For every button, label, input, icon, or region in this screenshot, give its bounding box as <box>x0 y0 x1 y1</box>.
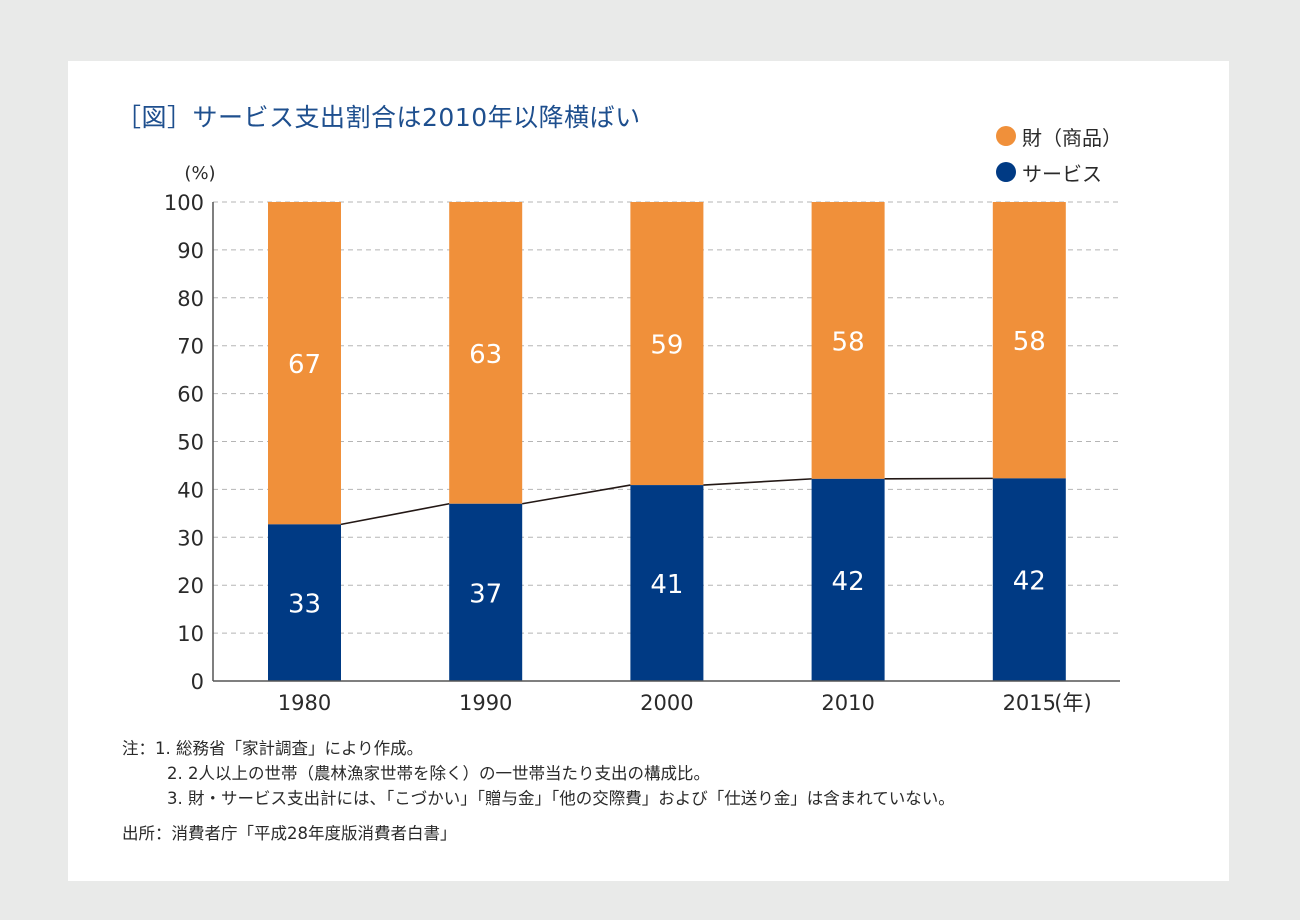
y-tick-label: 50 <box>177 431 204 455</box>
connector-line <box>703 478 812 486</box>
note-1-text: 1. 総務省「家計調査」により作成。 <box>155 739 424 758</box>
y-tick-label: 40 <box>177 478 204 502</box>
y-tick-label: 100 <box>164 191 204 215</box>
bar-services-2000 <box>630 485 704 681</box>
legend-services-swatch-icon <box>996 162 1016 182</box>
data-label-services: 37 <box>469 579 502 609</box>
data-label-goods: 63 <box>469 340 502 370</box>
x-axis-unit-label: (年) <box>1054 691 1091 715</box>
bar-goods-2015 <box>992 202 1066 479</box>
bar-services-1990 <box>449 503 523 681</box>
data-label-goods: 67 <box>288 350 321 380</box>
data-label-services: 33 <box>288 590 321 620</box>
legend-item-services: サービス <box>996 154 1122 190</box>
y-tick-label: 70 <box>177 335 204 359</box>
data-label-goods: 58 <box>1013 327 1046 357</box>
bar-services-2010 <box>811 478 885 681</box>
y-axis-label: (%) <box>184 163 215 184</box>
legend-services-label: サービス <box>1022 161 1102 186</box>
bar-goods-1980 <box>268 202 341 525</box>
notes: 注：1. 総務省「家計調査」により作成。 2. 2人以上の世帯（農林漁家世帯を除… <box>122 736 955 846</box>
legend-goods-label: 財（商品） <box>1022 125 1122 150</box>
bar-services-2015 <box>992 478 1066 681</box>
data-label-goods: 59 <box>650 331 683 361</box>
y-tick-label: 80 <box>177 287 204 311</box>
notes-prefix: 注： <box>122 739 155 758</box>
note-1: 注：1. 総務省「家計調査」により作成。 <box>122 736 955 761</box>
x-tick-label: 2015 <box>1003 691 1056 715</box>
x-tick-label: 2000 <box>640 691 693 715</box>
y-tick-label: 10 <box>177 622 204 646</box>
legend: 財（商品） サービス <box>996 118 1122 190</box>
bar-goods-2010 <box>811 202 885 479</box>
x-tick-label: 1980 <box>278 691 331 715</box>
bar-goods-1990 <box>449 202 523 504</box>
data-label-services: 41 <box>650 570 683 600</box>
y-tick-label: 60 <box>177 383 204 407</box>
legend-item-goods: 財（商品） <box>996 118 1122 154</box>
note-2: 2. 2人以上の世帯（農林漁家世帯を除く）の一世帯当たり支出の構成比。 <box>167 764 710 783</box>
note-3: 3. 財・サービス支出計には、「こづかい」「贈与金」「他の交際費」および「仕送り… <box>167 789 955 808</box>
chart-title: ［図］サービス支出割合は2010年以降横ばい <box>116 103 641 132</box>
legend-goods-swatch-icon <box>996 126 1016 146</box>
source-note: 出所：消費者庁「平成28年度版消費者白書」 <box>122 824 457 843</box>
y-tick-label: 90 <box>177 239 204 263</box>
x-tick-label: 1990 <box>459 691 512 715</box>
bar-services-1980 <box>268 524 341 681</box>
y-tick-label: 30 <box>177 526 204 550</box>
data-label-goods: 58 <box>832 327 865 357</box>
connector-line <box>340 502 450 526</box>
y-tick-label: 20 <box>177 574 204 598</box>
connector-line <box>522 484 631 505</box>
data-label-services: 42 <box>1013 567 1046 597</box>
bar-goods-2000 <box>630 202 704 486</box>
y-tick-label: 0 <box>191 670 204 694</box>
data-label-services: 42 <box>832 567 865 597</box>
x-tick-label: 2010 <box>821 691 874 715</box>
